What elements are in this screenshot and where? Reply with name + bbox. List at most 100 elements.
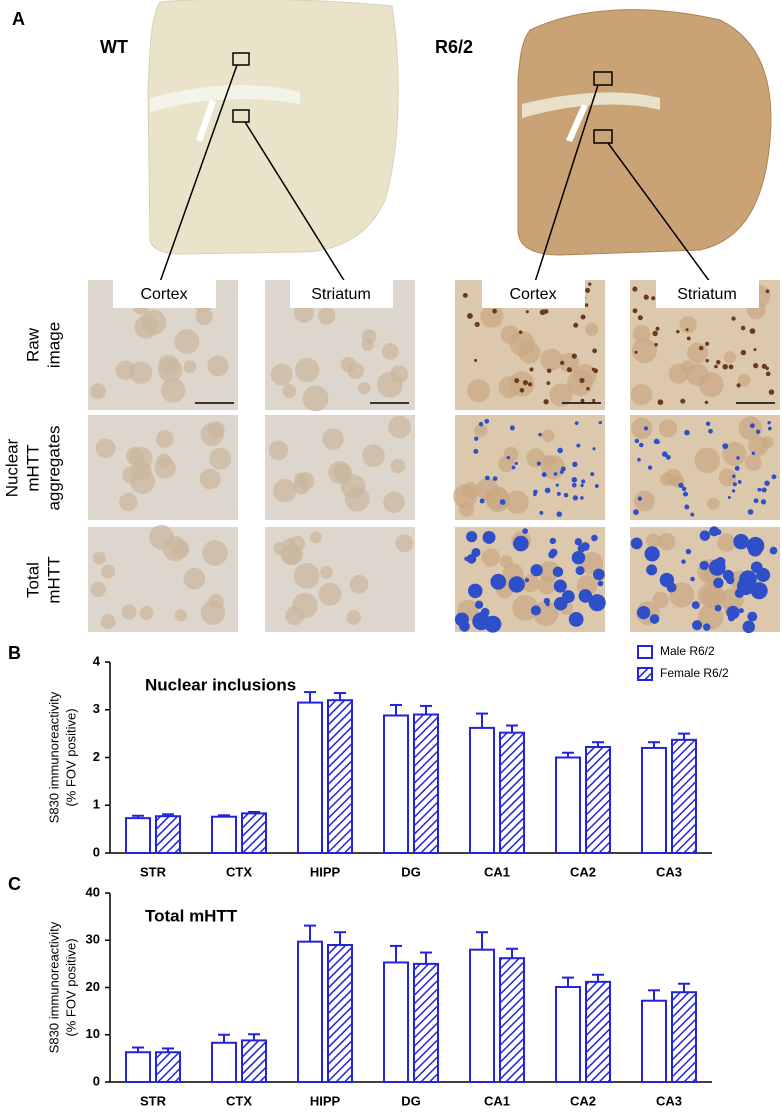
inclusion <box>519 388 525 393</box>
inclusion <box>546 368 552 374</box>
row-label: mHTT <box>44 556 63 603</box>
cell <box>698 372 724 398</box>
inclusion <box>714 364 718 369</box>
region-label: Striatum <box>311 286 371 303</box>
inclusion <box>552 566 564 578</box>
inclusion <box>765 371 771 377</box>
cell <box>358 381 371 395</box>
y-axis-label: S830 immunoreactivity <box>46 921 61 1053</box>
bar <box>297 701 323 855</box>
inclusion <box>651 296 656 301</box>
cell <box>92 551 106 565</box>
inclusion <box>525 310 529 314</box>
cell <box>174 609 187 622</box>
inclusion <box>484 418 490 424</box>
inclusion <box>760 499 767 505</box>
inclusion <box>499 499 506 505</box>
inclusion <box>571 353 577 359</box>
cell <box>687 342 709 364</box>
inclusion <box>539 510 544 515</box>
cell <box>747 435 769 456</box>
inclusion <box>708 428 713 434</box>
cell <box>273 478 297 503</box>
cell <box>149 524 174 550</box>
cell <box>318 582 342 606</box>
inclusion <box>482 531 496 544</box>
inclusion <box>478 421 484 427</box>
inclusion <box>699 530 711 541</box>
cell <box>459 501 474 517</box>
inclusion <box>592 398 596 403</box>
inclusion <box>506 455 511 460</box>
y-tick-label: 3 <box>93 701 100 716</box>
row-label: mHTT <box>23 444 42 491</box>
inclusion <box>747 611 758 622</box>
inclusion <box>740 349 747 356</box>
inclusion <box>751 451 756 455</box>
cell <box>645 533 661 549</box>
cell <box>383 491 405 514</box>
inclusion <box>704 400 709 405</box>
x-tick-label: CA1 <box>484 1093 510 1108</box>
inclusion <box>750 582 768 600</box>
inclusion <box>544 487 551 494</box>
inclusion <box>758 488 762 492</box>
inclusion <box>580 496 584 500</box>
inclusion <box>579 377 585 384</box>
inclusion <box>513 535 529 552</box>
bar <box>327 943 353 1083</box>
panel-label: B <box>8 643 21 663</box>
inclusion <box>666 575 674 583</box>
cell <box>208 593 224 610</box>
inclusion <box>661 451 668 457</box>
inclusion <box>630 537 643 550</box>
y-tick-label: 0 <box>93 1073 100 1088</box>
cell <box>694 447 720 474</box>
inclusion <box>690 576 695 582</box>
x-tick-label: STR <box>140 864 167 879</box>
inclusion <box>742 620 756 634</box>
inclusion <box>560 360 565 366</box>
inclusion <box>548 550 556 559</box>
bar <box>155 815 181 854</box>
cell <box>293 562 320 589</box>
x-tick-label: CA2 <box>570 864 596 879</box>
x-tick-label: DG <box>401 1093 421 1108</box>
bar <box>383 961 409 1084</box>
chart-title: Nuclear inclusions <box>145 675 296 694</box>
inclusion <box>747 509 754 515</box>
cell <box>585 322 599 336</box>
cell <box>707 497 720 510</box>
cell <box>679 315 697 334</box>
bar <box>671 991 697 1083</box>
inclusion <box>524 578 530 583</box>
bar <box>555 986 581 1084</box>
inclusion <box>549 537 557 545</box>
row-label: image <box>44 322 63 368</box>
inclusion <box>553 472 558 476</box>
inclusion <box>726 605 740 620</box>
cell <box>158 358 183 383</box>
cell <box>121 604 137 620</box>
inclusion <box>578 589 593 603</box>
inclusion <box>574 421 579 425</box>
inclusion <box>563 492 569 498</box>
cell <box>141 309 167 335</box>
bar <box>125 817 151 855</box>
cell <box>541 429 555 443</box>
cell <box>485 487 511 513</box>
cell <box>268 440 289 461</box>
inclusion <box>474 321 480 327</box>
inclusion <box>576 443 581 448</box>
bar <box>555 756 581 854</box>
inclusion <box>771 474 777 480</box>
x-tick-label: CA2 <box>570 1093 596 1108</box>
callouts <box>159 52 711 283</box>
bar <box>641 746 667 855</box>
cell <box>139 606 154 620</box>
cell <box>390 458 406 474</box>
cell <box>199 468 221 490</box>
legend-swatch <box>637 667 653 681</box>
cell <box>129 361 153 385</box>
